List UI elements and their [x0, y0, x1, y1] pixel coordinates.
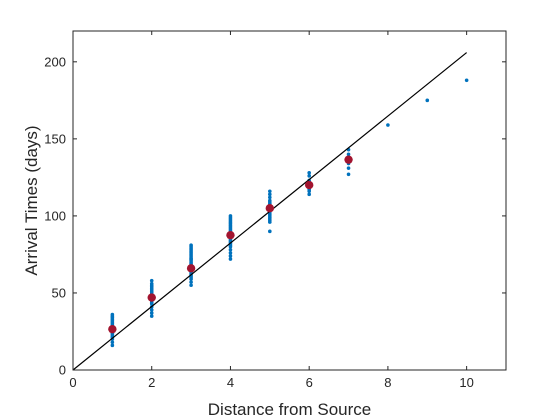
x-axis: 0 2 4 6 8 10: [69, 31, 474, 390]
sample-point: [268, 192, 272, 197]
sample-point: [189, 243, 193, 247]
sample-point: [189, 280, 193, 284]
y-tick-label: 100: [44, 208, 66, 223]
axes-box: [72, 30, 507, 371]
sample-point: [110, 343, 115, 348]
x-tick-label: 10: [459, 375, 473, 390]
y-axis: 0 50 100 150 200: [44, 54, 506, 378]
plot-area: [72, 30, 507, 371]
sample-point: [149, 314, 154, 318]
sample-point: [268, 195, 272, 200]
x-axis-label: Distance from Source: [208, 400, 371, 419]
y-tick-label: 200: [44, 54, 66, 69]
sample-point: [307, 170, 311, 175]
sample-point: [189, 275, 193, 280]
y-tick-label: 150: [44, 131, 66, 146]
sample-point: [149, 308, 154, 312]
mean-point: [304, 180, 314, 190]
sample-point: [189, 257, 193, 261]
sample-point: [110, 340, 115, 345]
sample-point: [386, 123, 390, 127]
x-tick-label: 4: [227, 375, 234, 390]
mean-point: [265, 204, 275, 213]
y-tick-label: 0: [59, 363, 66, 378]
sample-point: [149, 311, 154, 315]
sample-point: [268, 189, 272, 194]
sample-point: [425, 98, 430, 103]
x-tick-label: 2: [148, 375, 155, 390]
sample-point: [228, 248, 233, 252]
x-tick-label: 8: [384, 375, 391, 390]
sample-point: [464, 78, 469, 83]
x-tick-label: 0: [69, 375, 76, 390]
sample-point: [346, 152, 351, 157]
sample-point: [346, 166, 351, 170]
sample-point: [228, 214, 233, 218]
mean-point: [186, 264, 196, 273]
sample-point: [268, 229, 272, 234]
x-tick-label: 6: [306, 375, 313, 390]
sample-point: [228, 257, 233, 261]
mean-point: [344, 155, 353, 164]
mean-point: [226, 230, 235, 240]
sample-point: [228, 251, 233, 255]
sample-point: [268, 198, 272, 203]
sample-point: [307, 174, 311, 178]
sample-point: [228, 254, 233, 258]
sample-point: [346, 172, 351, 177]
sample-point: [149, 281, 154, 286]
mean-points: [108, 155, 353, 334]
sample-point: [189, 283, 193, 288]
y-axis-label: Arrival Times (days): [22, 125, 41, 275]
y-tick-label: 50: [52, 285, 66, 300]
sample-point: [110, 312, 115, 317]
sample-point: [307, 192, 311, 197]
sample-point: [149, 278, 154, 283]
mean-point: [147, 293, 156, 302]
mean-point: [108, 324, 117, 334]
